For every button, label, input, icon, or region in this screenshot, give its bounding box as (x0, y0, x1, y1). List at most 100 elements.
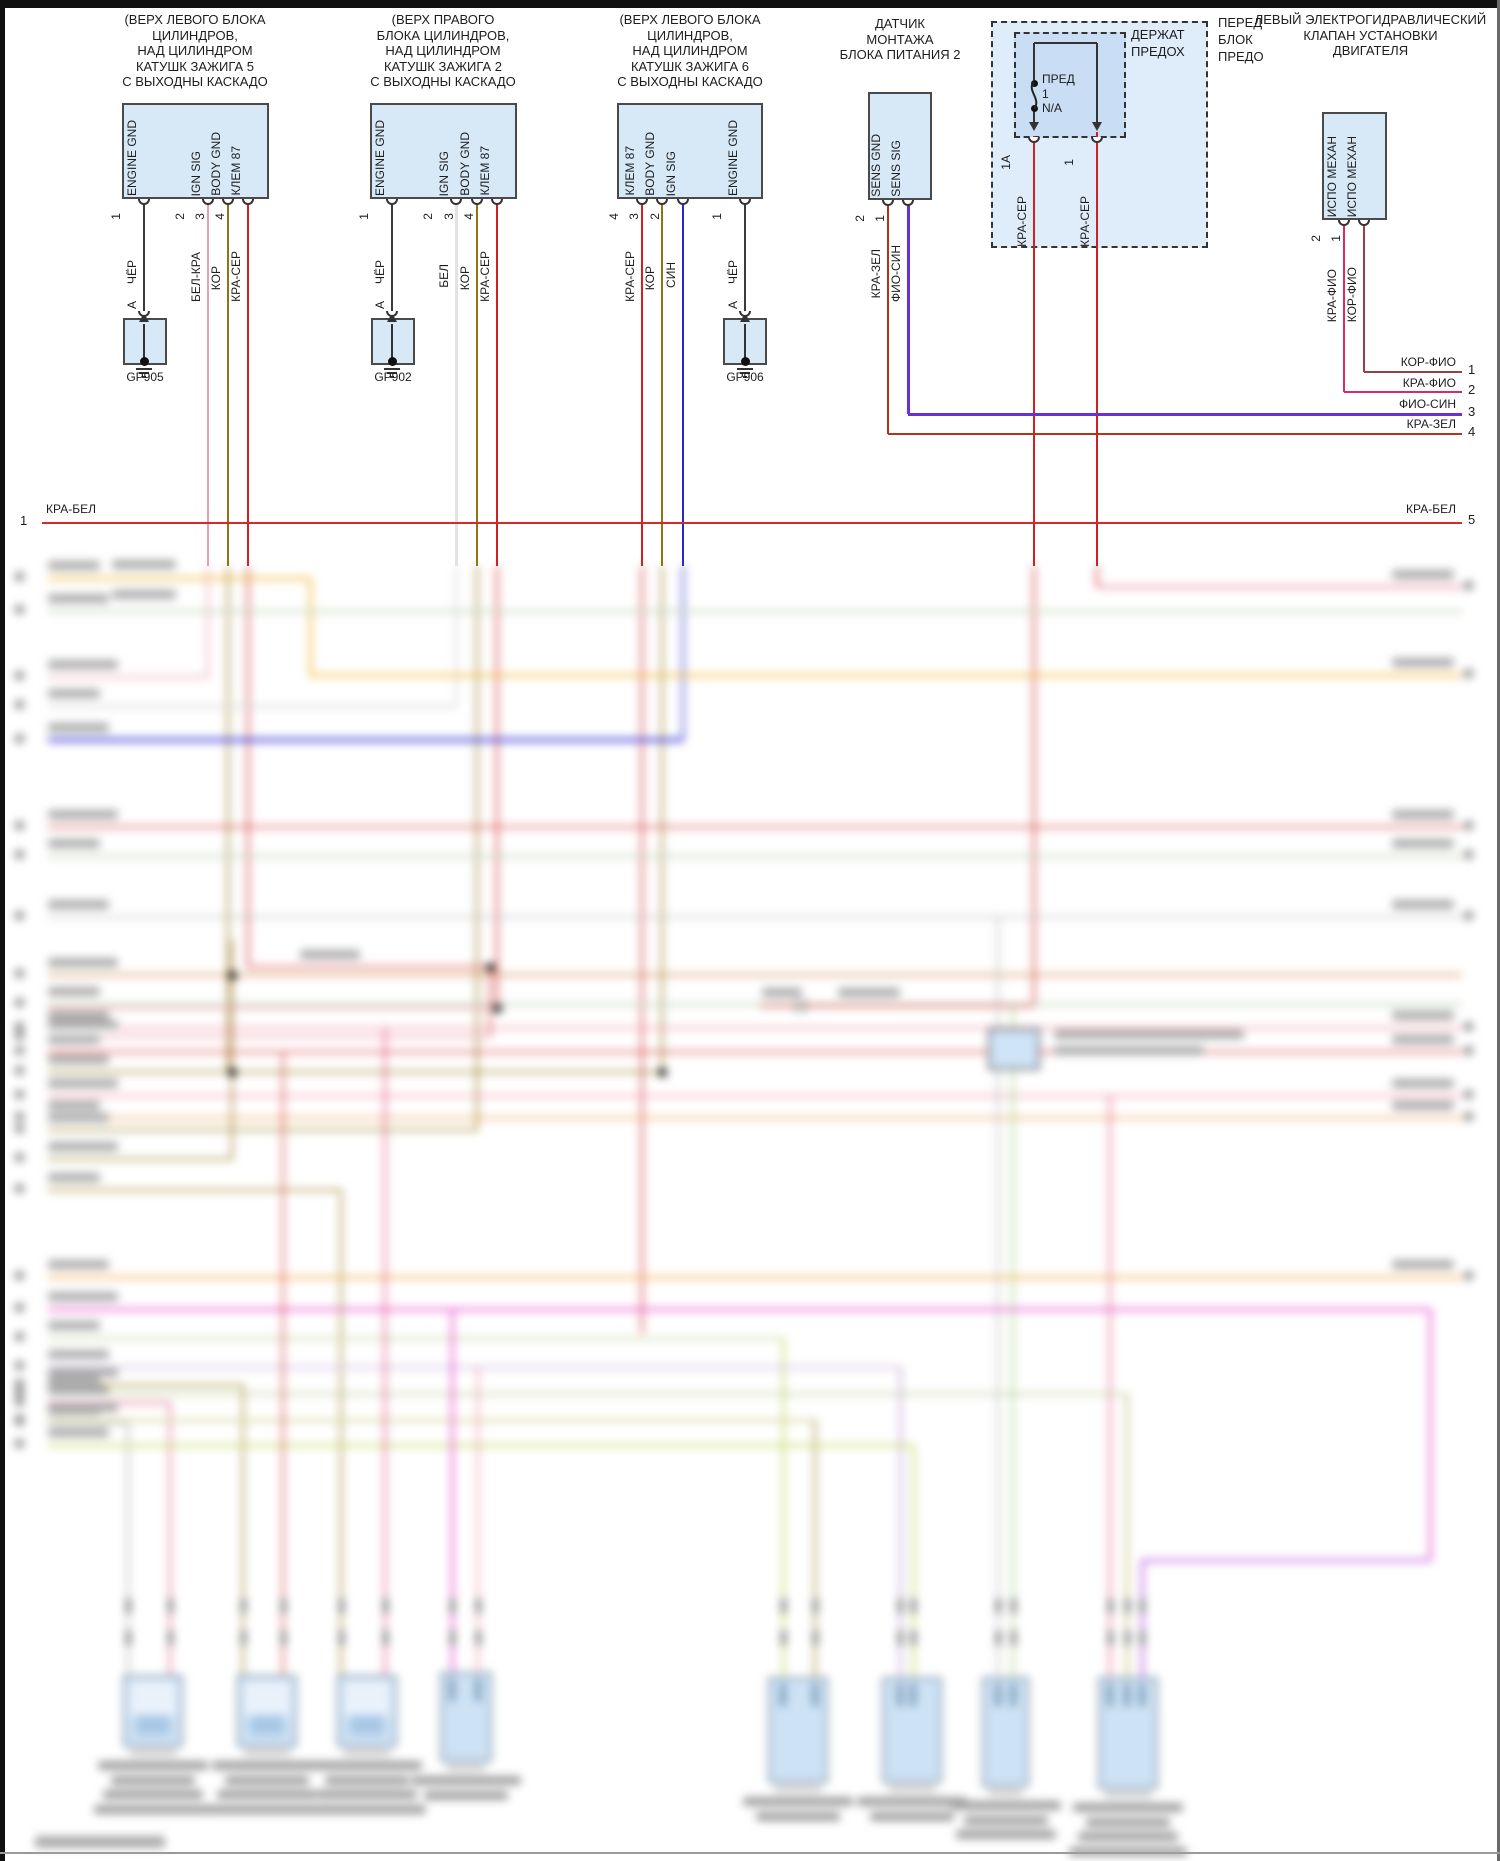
row-number-blob (1464, 1090, 1473, 1099)
row-number-blob (1464, 581, 1473, 590)
pin-label: КЛЕМ 87 (478, 146, 492, 196)
connector-label-blob (963, 1815, 1048, 1825)
arrow-up-icon (139, 313, 149, 322)
connector-label-blob (411, 1776, 521, 1785)
wire (886, 200, 890, 434)
illegible-text-blob (803, 999, 807, 1013)
splice-mark (910, 1598, 916, 1614)
blurred-wire (454, 566, 458, 706)
blurred-wire (476, 1367, 480, 1677)
row-label-blob (48, 987, 100, 996)
connector-pedestal (243, 1749, 291, 1756)
pin-number: 1 (873, 215, 887, 222)
row-number-blob (15, 671, 24, 680)
wire-color-label: КОР (458, 265, 472, 290)
wire (906, 200, 910, 414)
connector-pedestal (446, 1764, 486, 1771)
blurred-wire (48, 1157, 232, 1161)
blurred-wire (207, 566, 209, 677)
blurred-wire (48, 1336, 783, 1340)
connector-pedestal (1104, 1791, 1152, 1798)
row-number-blob (1464, 1046, 1473, 1055)
pin-bracket-icon (202, 199, 214, 205)
wire (142, 376, 146, 378)
wire-color-label: КОР (643, 265, 657, 290)
right-stub-label-fio-sin: ФИО-СИН (1398, 397, 1456, 411)
blurred-wire (281, 1052, 285, 1677)
ground-label-gp902: GP902 (374, 370, 412, 384)
wire (1032, 136, 1036, 566)
wire (744, 324, 746, 362)
pin-label: SENS GND (869, 134, 883, 197)
front-fuse-block-title: ПЕРЕД БЛОК ПРЕДО (1218, 15, 1264, 64)
row-label-blob (48, 1173, 100, 1182)
row-number-blob (15, 850, 24, 859)
wire-color-label: БЕЛ-КРА (189, 252, 203, 302)
row-label-blob (48, 810, 118, 819)
splice-mark (475, 1598, 481, 1614)
pin-label: ИСПО МЕХАН (1345, 135, 1359, 217)
blurred-wire (488, 967, 492, 1037)
connector-label-blob (312, 1761, 422, 1770)
connector-label-blob (756, 1811, 840, 1821)
blurred-wire (813, 1420, 817, 1677)
right-stub-number-3: 3 (1468, 404, 1476, 419)
splice-mark (780, 1630, 786, 1646)
connector-inner (244, 1682, 290, 1716)
blurred-wire (48, 1006, 497, 1010)
blurred-wire (1095, 566, 1099, 587)
pin-number: 2 (648, 213, 662, 220)
wire-color-label: КРА-СЕР (1015, 196, 1029, 247)
row-label-blob (48, 689, 100, 698)
connector-pin-slot (449, 1678, 455, 1702)
blurred-wire (911, 1445, 915, 1677)
pin-label: IGN SIG (664, 150, 678, 196)
row-number-blob (15, 1022, 24, 1031)
blurred-wire (230, 940, 234, 1159)
blurred-wire (450, 1309, 454, 1677)
pin-number: 4 (607, 213, 621, 220)
blurred-wire (996, 917, 1000, 1677)
wire-color-label: A (125, 300, 139, 309)
junction-dot (139, 356, 149, 366)
pin-bracket-icon (1358, 220, 1370, 226)
blurred-wire (48, 675, 208, 679)
wire-color-label: ЧЁР (125, 259, 139, 284)
right-stub-number-4: 4 (1468, 424, 1476, 439)
row-number-blob (15, 969, 24, 978)
pin-number: 1 (710, 213, 724, 220)
blurred-wire (383, 1028, 387, 1677)
wire (744, 199, 746, 312)
fuse-element-curve-icon (1030, 81, 1038, 110)
wire-color-label: КОР-ФИО (1345, 266, 1359, 322)
pin-bracket-icon (677, 199, 689, 205)
blurred-wire (1125, 1394, 1129, 1677)
connector-pedestal (888, 1785, 936, 1792)
pin-number: 3 (442, 213, 456, 220)
wire-color-label: ЧЁР (373, 259, 387, 284)
right-stub-number-1: 1 (1468, 362, 1476, 377)
blurred-wire (1011, 1004, 1015, 1677)
wire-color-label: КОР (209, 265, 223, 290)
blurred-wire (48, 854, 1462, 858)
wire (226, 199, 230, 566)
row-label-blob (1392, 839, 1454, 848)
wire (1034, 42, 1097, 44)
illegible-text-blob (838, 988, 900, 997)
junction-connector-box (988, 1028, 1040, 1070)
connector-label-blob (1086, 1817, 1170, 1827)
splice-mark (240, 1598, 246, 1614)
splice-mark (338, 1630, 344, 1646)
row-number-blob (1464, 821, 1473, 830)
blurred-wire (1097, 585, 1462, 589)
connector-label-blob (424, 1790, 508, 1800)
splice-mark (125, 1630, 131, 1646)
blurred-wire (248, 965, 490, 969)
row-label-blob (48, 1321, 100, 1330)
wire (391, 324, 393, 362)
connector-label-blob (1069, 1846, 1187, 1856)
wire-color-label: КРА-СЕР (623, 251, 637, 302)
row-label-blob (48, 561, 100, 570)
coil2-title: (ВЕРХ ПРАВОГО БЛОКА ЦИЛИНДРОВ, НАД ЦИЛИН… (370, 12, 516, 89)
